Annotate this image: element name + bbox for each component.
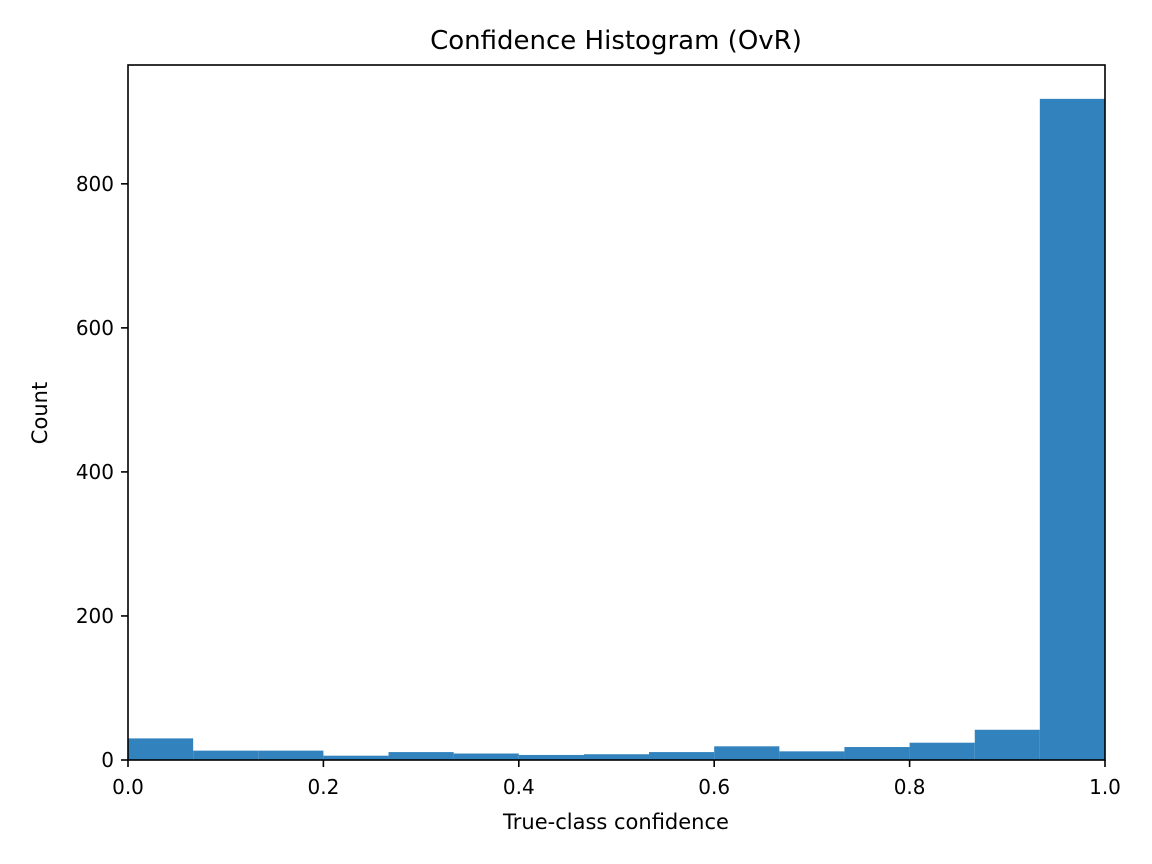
plot-area-frame [127,64,1106,761]
y-axis-label: Count [28,382,52,444]
histogram-bar [909,742,975,760]
histogram-bar [388,752,454,760]
histogram-bar [323,755,389,760]
histogram-bar [193,750,259,760]
x-tick-label: 0.8 [894,775,926,799]
histogram-bar [844,747,910,760]
y-tick-label: 600 [76,316,114,340]
x-tick-label: 1.0 [1089,775,1121,799]
y-tick-label: 800 [76,172,114,196]
x-tick-label: 0.2 [307,775,339,799]
histogram-bar [128,738,194,760]
histogram-bar [779,751,845,760]
histogram-bar [518,754,584,760]
y-tick-label: 400 [76,460,114,484]
histogram-bar [649,752,715,760]
y-tick-label: 0 [101,748,114,772]
histogram-bar [258,750,324,760]
histogram-bar [453,753,519,760]
y-tick-label: 200 [76,604,114,628]
y-axis: 0 200 400 600 800 [76,172,128,772]
histogram-bar [583,754,650,760]
chart-title: Confidence Histogram (OvR) [430,26,802,56]
x-tick-label: 0.6 [698,775,730,799]
histogram-bar [974,729,1040,760]
x-tick-label: 0.0 [112,775,144,799]
x-axis: 0.0 0.2 0.4 0.6 0.8 1.0 [112,760,1121,799]
x-axis-label: True-class confidence [502,810,729,834]
histogram-bar [714,746,780,760]
histogram-bar [1039,98,1105,761]
x-tick-label: 0.4 [503,775,535,799]
bars-group [128,98,1105,761]
